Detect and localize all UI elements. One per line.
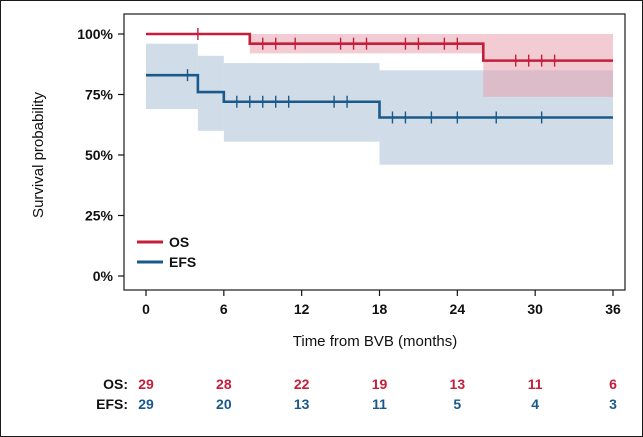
risk-table-count: 29 [138, 376, 154, 392]
risk-table-row-label: OS: [103, 376, 128, 392]
x-tick-label: 24 [450, 301, 466, 317]
risk-table-count: 6 [609, 376, 617, 392]
risk-table-count: 20 [216, 396, 232, 412]
risk-table-count: 11 [372, 396, 387, 412]
plot-area-border [123, 13, 626, 291]
y-tick-label: 50% [85, 147, 114, 163]
x-tick-label: 30 [527, 301, 543, 317]
efs-survival-line [146, 73, 613, 119]
risk-table-count: 4 [531, 396, 539, 412]
x-tick-label: 0 [142, 301, 150, 317]
risk-table-count: 3 [609, 396, 617, 412]
os-legend-label: OS [169, 234, 189, 250]
risk-table-count: 5 [453, 396, 461, 412]
y-tick-label: 100% [77, 26, 113, 42]
y-tick-label: 25% [85, 208, 114, 224]
risk-table-count: 11 [528, 376, 543, 392]
x-axis: 0 6 12 18 24 30 36 [142, 290, 621, 317]
x-tick-label: 12 [294, 301, 310, 317]
x-tick-label: 6 [220, 301, 228, 317]
efs-legend-label: EFS [169, 254, 196, 270]
risk-table-count: 28 [216, 376, 232, 392]
risk-table-count: 22 [294, 376, 310, 392]
y-axis-title: Survival probability [30, 92, 47, 218]
risk-table-count: 13 [294, 396, 310, 412]
confidence-bands [146, 34, 613, 165]
x-tick-label: 36 [605, 301, 621, 317]
risk-table-count: 29 [138, 396, 154, 412]
censor-marks [186, 28, 556, 124]
y-axis: 0% 25% 50% 75% 100% [77, 26, 124, 284]
y-tick-label: 0% [93, 268, 114, 284]
x-axis-title: Time from BVB (months) [293, 333, 457, 350]
risk-table-count: 13 [450, 376, 466, 392]
os-ci-band-segment [483, 34, 613, 97]
y-tick-label: 75% [85, 87, 114, 103]
risk-table-count: 19 [372, 376, 388, 392]
risk-table-row-label: EFS: [96, 396, 128, 412]
risk-table: OS: 29 28 22 19 13 11 6 EFS: 29 20 13 11 5 4 3 [96, 376, 617, 412]
x-tick-label: 18 [372, 301, 388, 317]
legend: OS EFS [137, 234, 196, 270]
